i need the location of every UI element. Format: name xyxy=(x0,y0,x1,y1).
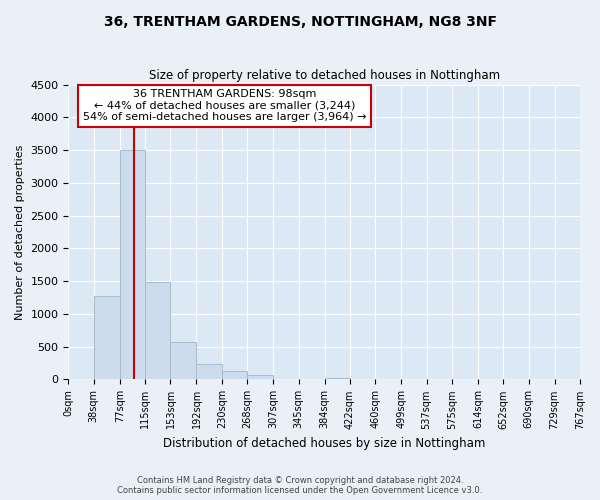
Text: 36 TRENTHAM GARDENS: 98sqm
← 44% of detached houses are smaller (3,244)
54% of s: 36 TRENTHAM GARDENS: 98sqm ← 44% of deta… xyxy=(83,89,366,122)
Bar xyxy=(222,371,247,380)
Bar xyxy=(196,364,222,380)
Title: Size of property relative to detached houses in Nottingham: Size of property relative to detached ho… xyxy=(149,69,500,82)
X-axis label: Distribution of detached houses by size in Nottingham: Distribution of detached houses by size … xyxy=(163,437,485,450)
Text: Contains HM Land Registry data © Crown copyright and database right 2024.
Contai: Contains HM Land Registry data © Crown c… xyxy=(118,476,482,495)
Bar xyxy=(247,375,273,380)
Bar xyxy=(170,342,196,380)
Bar xyxy=(120,150,145,380)
Bar xyxy=(325,378,350,380)
Y-axis label: Number of detached properties: Number of detached properties xyxy=(15,144,25,320)
Bar xyxy=(145,282,170,380)
Text: 36, TRENTHAM GARDENS, NOTTINGHAM, NG8 3NF: 36, TRENTHAM GARDENS, NOTTINGHAM, NG8 3N… xyxy=(104,15,497,29)
Bar xyxy=(94,296,120,380)
